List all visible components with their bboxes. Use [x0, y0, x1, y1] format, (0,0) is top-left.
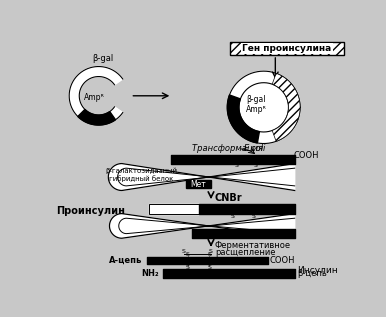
Text: Инсулин: Инсулин	[297, 266, 338, 275]
Text: S: S	[186, 260, 190, 265]
Text: S: S	[254, 157, 258, 162]
Text: Проинсулин: Проинсулин	[56, 206, 125, 216]
Text: Ampᴿ: Ampᴿ	[83, 93, 104, 102]
Text: S: S	[186, 252, 190, 257]
Text: β-галактозидазный
гибридный белок: β-галактозидазный гибридный белок	[105, 168, 177, 182]
Text: S: S	[208, 252, 212, 257]
Text: S: S	[254, 163, 258, 168]
Text: расщепление: расщепление	[215, 248, 275, 256]
Bar	[186, 180, 211, 188]
Text: Ген проинсулина: Ген проинсулина	[242, 44, 332, 53]
Text: S: S	[235, 163, 239, 168]
Text: Трансформация: Трансформация	[191, 144, 266, 153]
Bar	[230, 42, 344, 55]
Text: E.coli: E.coli	[244, 144, 266, 153]
Text: S: S	[208, 265, 212, 270]
Text: S: S	[209, 249, 213, 254]
Text: NH₂: NH₂	[141, 269, 159, 278]
Text: CNBr: CNBr	[215, 193, 242, 203]
Polygon shape	[110, 214, 295, 238]
Text: S: S	[186, 265, 190, 270]
Text: S: S	[208, 260, 212, 265]
Polygon shape	[78, 109, 115, 125]
Bar	[230, 42, 344, 55]
Text: β-gal
Ampᴿ: β-gal Ampᴿ	[245, 94, 266, 114]
Text: β-цепь: β-цепь	[297, 269, 327, 278]
Text: S: S	[235, 157, 239, 162]
Polygon shape	[108, 164, 295, 191]
Text: S: S	[231, 214, 235, 219]
Text: β-gal: β-gal	[92, 55, 113, 63]
Text: COOH: COOH	[270, 256, 295, 265]
Polygon shape	[69, 67, 123, 125]
Text: S: S	[252, 214, 256, 219]
Bar	[149, 204, 200, 214]
Text: А-цепь: А-цепь	[109, 256, 143, 265]
Polygon shape	[227, 71, 300, 144]
Text: Мет: Мет	[191, 180, 207, 189]
Text: S: S	[182, 249, 186, 254]
Text: COOH: COOH	[293, 151, 319, 159]
Text: Ферментативное: Ферментативное	[215, 242, 291, 250]
Text: S: S	[252, 207, 256, 212]
Polygon shape	[272, 73, 300, 141]
Polygon shape	[227, 95, 259, 143]
Text: S: S	[231, 207, 235, 212]
